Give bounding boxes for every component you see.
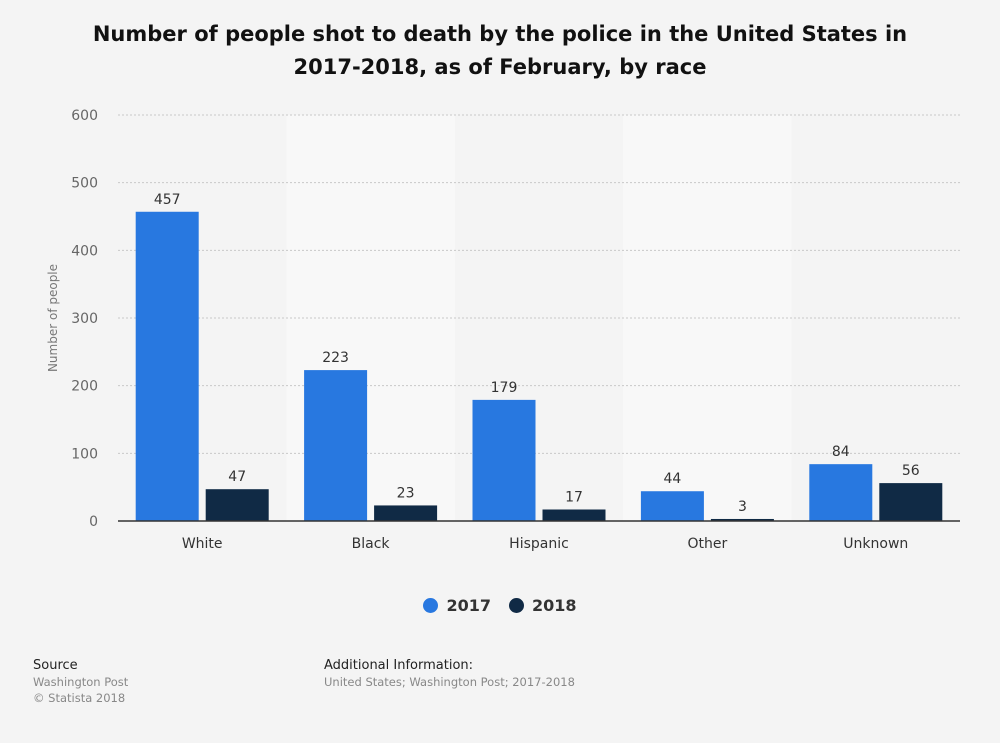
x-tick-label-white: White <box>182 536 223 552</box>
y-tick-label-400: 400 <box>71 243 98 259</box>
bar-white-2018 <box>205 489 269 521</box>
x-tick-label-black: Black <box>352 536 391 552</box>
data-label-black-2017: 223 <box>322 350 349 366</box>
x-tick-label-hispanic: Hispanic <box>509 536 569 552</box>
legend-label-2018: 2018 <box>532 596 577 615</box>
legend-label-2017: 2017 <box>446 596 491 615</box>
data-label-unknown-2018: 56 <box>902 463 920 479</box>
y-tick-label-600: 600 <box>71 108 98 124</box>
bar-black-2018 <box>374 505 438 521</box>
y-tick-label-100: 100 <box>71 446 98 462</box>
legend-item-2017[interactable]: 2017 <box>423 596 491 615</box>
data-label-other-2017: 44 <box>663 471 681 487</box>
chart-title: Number of people shot to death by the po… <box>92 22 908 79</box>
data-label-hispanic-2017: 179 <box>491 380 518 396</box>
bar-hispanic-2017 <box>472 399 536 521</box>
bar-other-2018 <box>710 518 774 521</box>
additional-info-block: Additional Information: United States; W… <box>324 657 575 690</box>
source-name: Washington Post <box>33 675 129 689</box>
y-axis-title: Number of people <box>46 264 60 372</box>
y-tick-label-300: 300 <box>71 311 98 327</box>
data-label-white-2017: 457 <box>154 192 181 208</box>
bar-hispanic-2018 <box>542 509 606 521</box>
y-tick-label-0: 0 <box>89 514 98 530</box>
bar-other-2017 <box>640 491 704 521</box>
data-label-unknown-2017: 84 <box>832 444 850 460</box>
source-block: Source Washington Post © Statista 2018 <box>33 657 128 706</box>
data-label-white-2018: 47 <box>228 469 246 485</box>
x-tick-label-unknown: Unknown <box>843 536 908 552</box>
source-heading: Source <box>33 658 78 673</box>
chart-plot: 0 100 200 300 400 500 600 Number of people 457 47… <box>46 108 960 552</box>
data-label-other-2018: 3 <box>738 499 747 515</box>
copyright-text: © Statista 2018 <box>33 691 126 705</box>
legend-marker-2017 <box>423 598 439 613</box>
bar-unknown-2017 <box>809 464 873 521</box>
legend-item-2018[interactable]: 2018 <box>509 596 577 615</box>
additional-info-text: United States; Washington Post; 2017-201… <box>324 675 575 689</box>
y-tick-label-500: 500 <box>71 176 98 192</box>
data-label-black-2018: 23 <box>397 485 415 501</box>
additional-info-heading: Additional Information: <box>324 658 474 673</box>
y-tick-label-200: 200 <box>71 379 98 395</box>
bar-unknown-2018 <box>879 483 943 521</box>
bar-white-2017 <box>135 211 199 521</box>
legend: 2017 2018 <box>0 596 1000 615</box>
bar-black-2017 <box>304 370 368 521</box>
data-label-hispanic-2018: 17 <box>565 489 583 505</box>
legend-marker-2018 <box>509 598 524 613</box>
x-tick-label-other: Other <box>688 536 728 552</box>
